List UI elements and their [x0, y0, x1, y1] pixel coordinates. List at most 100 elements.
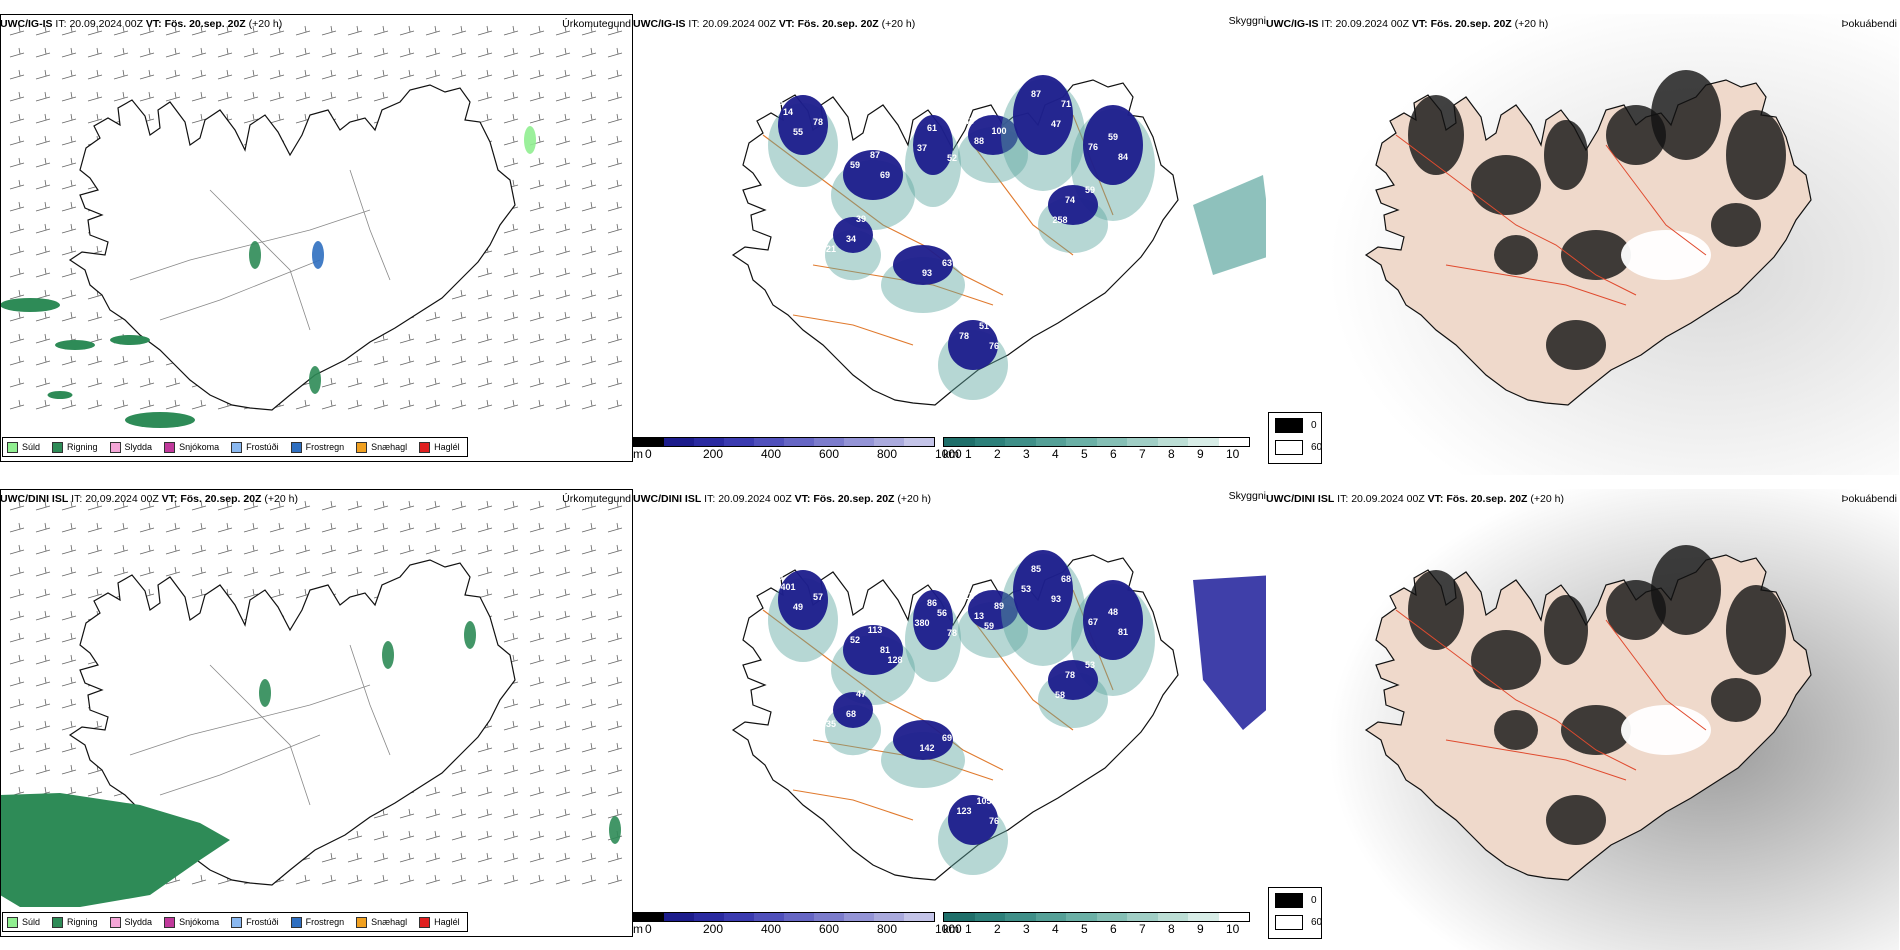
- cloud-base-patch: [778, 95, 828, 155]
- colorbar-tick: 200: [703, 447, 724, 461]
- legend-item: Rigning: [52, 916, 98, 928]
- fog-legend-label: 60: [1311, 442, 1323, 453]
- legend-label: Frostúði: [246, 917, 279, 927]
- cloud-panel-top: UWC/IG-IS IT: 20.09.2024 00Z VT: Fös. 20…: [633, 0, 1266, 475]
- cloud-base-label: 68: [846, 709, 856, 719]
- colorbar-tick: 0: [645, 922, 652, 936]
- cloud-base-label: 59: [1108, 132, 1118, 142]
- cloud-base-label: 76: [989, 816, 999, 826]
- cloud-base-label: 56: [937, 608, 947, 618]
- fog-dark-patch: [1606, 105, 1666, 165]
- cloud-base-patch: [968, 590, 1018, 630]
- colorbar-tick: 1000: [935, 447, 962, 461]
- iceland-outline: [68, 84, 516, 411]
- cloud-base-label: 89: [994, 601, 1004, 611]
- panel-type-label: Skyggni: [1228, 490, 1266, 502]
- init-time: 20.09.2024 00Z: [702, 18, 776, 30]
- valid-time: Fös. 20.sep. 20Z: [813, 493, 895, 505]
- lead-time: (+20 h): [1530, 493, 1564, 505]
- precip-patch: [249, 241, 261, 269]
- cloud-base-patch: [1013, 550, 1073, 630]
- legend-item: Slydda: [109, 441, 152, 453]
- precip-patch: [55, 340, 95, 350]
- cloud-base-label: 69: [942, 733, 952, 743]
- cloud-base-label: 78: [813, 117, 823, 127]
- colorbar-tick: 10: [1226, 447, 1240, 461]
- legend-label: Frostregn: [305, 442, 345, 452]
- legend-label: Frostregn: [305, 917, 345, 927]
- fog-panel-top: UWC/IG-IS IT: 20.09.2024 00Z VT: Fös. 20…: [1266, 0, 1899, 475]
- cloud-base-label: 43: [964, 116, 974, 126]
- fog-legend-row: 60: [1275, 440, 1322, 455]
- fog-dark-patch: [1408, 570, 1464, 650]
- legend-swatch: [356, 916, 368, 928]
- cloud-base-patch: [843, 625, 903, 675]
- panel-type-label: Úrkomutegund: [562, 18, 631, 30]
- colorbar-tick: 7: [1139, 447, 1146, 461]
- cloud-base-label: 53: [1021, 584, 1031, 594]
- precip-map: [0, 500, 623, 907]
- precip-patch: [0, 298, 60, 312]
- road-lines: [129, 644, 391, 806]
- cloud-base-label: 90: [902, 713, 912, 723]
- colorbar-tick: 800: [877, 922, 898, 936]
- fog-dark-patch: [1471, 630, 1541, 690]
- iceland-outline: 68 69 61 88 71 84 74 52 76 39 55 59 52 100 87 76 59 93 78 2…: [731, 75, 1266, 406]
- iceland-outline: 79 81 86 13 68 81 78 90 76 47 49 52 78 89 85 67 53 142 123…: [731, 550, 1266, 881]
- lead-time: (+20 h): [1514, 18, 1549, 30]
- cloud-base-patch: [1083, 580, 1143, 660]
- colorbar-unit: m: [633, 447, 643, 461]
- legend-swatch: [109, 441, 121, 453]
- iceland-outline: [68, 559, 516, 886]
- legend-swatch: [164, 916, 176, 928]
- model-name: UWC/IG-IS: [1266, 18, 1319, 30]
- precip-patch: [609, 816, 621, 844]
- lead-time: (+20 h): [248, 18, 283, 30]
- valid-time: Fös. 20.sep. 20Z: [797, 18, 879, 30]
- valid-time: Fös. 20.sep. 20Z: [1446, 493, 1528, 505]
- colorbar-strip: [943, 912, 1250, 922]
- panel-header: UWC/IG-IS IT: 20.09.2024 00Z VT: Fös. 20…: [1266, 18, 1549, 30]
- legend-swatch: [7, 441, 18, 453]
- colorbar-tick: 3: [1023, 922, 1030, 936]
- cloud-base-label: 142: [919, 743, 934, 753]
- colorbar-tick: 4: [1052, 447, 1059, 461]
- precip-patch: [524, 126, 536, 154]
- cloud-base-label: 100: [991, 126, 1006, 136]
- legend-label: Snjókoma: [179, 917, 220, 927]
- cloud-base-label: 401: [780, 582, 795, 592]
- colorbar-tick: 8: [1168, 922, 1175, 936]
- fog-dark-patch: [1546, 795, 1606, 845]
- legend-item: Rigning: [52, 441, 98, 453]
- cloud-base-patch: [968, 115, 1018, 155]
- cloud-base-label: 13: [964, 591, 974, 601]
- cloud-base-label: 105: [976, 796, 991, 806]
- colorbar-unit: km: [943, 922, 959, 936]
- colorbar-tick: 2: [994, 447, 1001, 461]
- colorbar-tick: 5: [1081, 922, 1088, 936]
- legend-item: Snæhagl: [356, 916, 407, 928]
- cloud-base-label: 53: [1085, 660, 1095, 670]
- colorbar-tick: 400: [761, 922, 782, 936]
- fog-dark-patch: [1651, 545, 1721, 635]
- precip-patch: [47, 391, 73, 399]
- cloud-base-label: 34: [846, 234, 856, 244]
- fog-map: [1266, 14, 1899, 475]
- precip-patch: [125, 412, 195, 428]
- colorbar-tick: 1000: [935, 922, 962, 936]
- colorbar-tick: 600: [819, 922, 840, 936]
- cloud-base-patch: [1083, 105, 1143, 185]
- legend-swatch: [231, 441, 243, 453]
- colorbar-tick: 9: [1197, 447, 1204, 461]
- colorbar-tick: 200: [703, 922, 724, 936]
- fog-white-patch: [1621, 230, 1711, 280]
- precip-patch: [259, 679, 271, 707]
- cloud-base-label: 68: [1061, 574, 1071, 584]
- legend-item: Slydda: [109, 916, 152, 928]
- valid-time: Fös. 20.sep. 20Z: [180, 493, 262, 505]
- road-lines: [762, 589, 1114, 821]
- fog-white-patch: [1621, 705, 1711, 755]
- colorbar-tick: 800: [877, 447, 898, 461]
- model-name: UWC/DINI ISL: [0, 493, 69, 505]
- cloud-base-label: 93: [1051, 594, 1061, 604]
